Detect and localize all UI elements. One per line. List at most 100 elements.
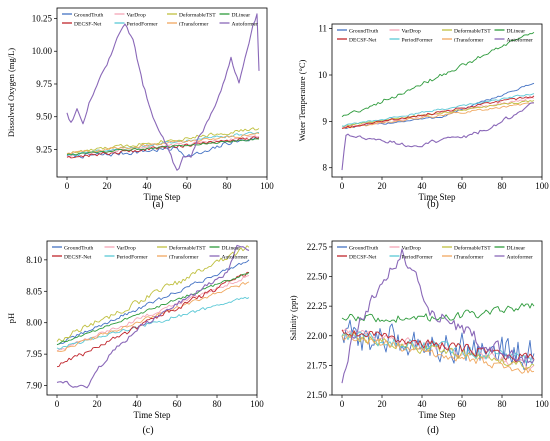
x-tick-label: 40 <box>133 399 143 409</box>
series-line-itransformer <box>56 281 250 352</box>
series-line-dlinear <box>341 303 535 323</box>
legend-label-autoformer: Autoformer <box>232 20 259 27</box>
legend-label-autoformer: Autoformer <box>507 36 534 43</box>
y-tick-label: 11 <box>318 24 327 34</box>
y-tick-label: 8.00 <box>26 318 42 328</box>
legend-label-deformabletst: DeformableTST <box>179 11 216 18</box>
legend-label-periodformer: PeriodFormer <box>117 254 148 260</box>
x-tick-label: 100 <box>535 399 549 409</box>
x-tick-label: 60 <box>173 399 183 409</box>
legend-label-deformabletst: DeformableTST <box>454 27 491 34</box>
y-axis-label: Salinity (ppt) <box>288 295 298 340</box>
y-axis-label: Water Temperature (°C) <box>297 59 307 141</box>
legend-label-groundtruth: GroundTruth <box>74 12 104 18</box>
plot-frame <box>46 240 258 396</box>
legend-label-autoformer: Autoformer <box>222 253 249 260</box>
legend-label-dlinear: DLinear <box>507 28 526 34</box>
legend-label-itransformer: iTransformer <box>169 253 198 260</box>
legend: GroundTruth VarDrop DeformableTST DLinear DE… <box>62 11 258 27</box>
series-line-itransformer <box>341 102 535 129</box>
x-tick-label: 0 <box>340 181 345 191</box>
plot-frame <box>56 7 268 178</box>
series-lines <box>66 13 260 171</box>
y-tick-label: 22.75 <box>307 242 328 252</box>
legend-label-dlinear: DLinear <box>507 245 526 251</box>
legend-label-decsf-net: DECSF-Net <box>74 21 102 27</box>
x-tick-label: 40 <box>143 181 153 191</box>
legend: GroundTruth VarDrop DeformableTST DLinear DE… <box>337 244 533 260</box>
y-tick-label: 21.75 <box>307 360 328 370</box>
x-tick-label: 0 <box>340 399 345 409</box>
x-tick-label: 100 <box>535 181 549 191</box>
x-tick-label: 80 <box>223 181 233 191</box>
legend-label-vardrop: VarDrop <box>402 245 421 251</box>
y-tick-label: 8 <box>323 163 328 173</box>
x-tick-label: 20 <box>103 181 113 191</box>
series-line-autoformer <box>341 248 535 384</box>
x-axis-label: Time Step <box>134 410 171 420</box>
x-axis-label: Time Step <box>419 410 456 420</box>
chart-panel-c: 0 20 40 60 80 100 7.90 7.95 8.00 8.05 8.10 Time Ste… <box>6 240 264 436</box>
chart-panel-a: 0 20 40 60 80 100 9.25 9.50 9.75 10.00 10.25 Time S… <box>6 7 274 210</box>
legend-label-autoformer: Autoformer <box>507 253 534 260</box>
x-tick-label: 60 <box>183 181 193 191</box>
x-tick-label: 80 <box>498 399 508 409</box>
x-tick-label: 80 <box>498 181 508 191</box>
series-line-groundtruth <box>56 259 250 346</box>
legend-label-vardrop: VarDrop <box>127 12 146 18</box>
y-tick-label: 8.10 <box>26 255 42 265</box>
series-line-autoformer <box>56 244 250 389</box>
x-tick-label: 100 <box>250 399 264 409</box>
legend-label-periodformer: PeriodFormer <box>402 254 433 260</box>
panel-label: (c) <box>142 425 153 436</box>
series-line-dlinear <box>341 31 535 118</box>
x-tick-label: 0 <box>65 181 70 191</box>
chart-panel-d: 0 20 40 60 80 100 21.50 21.75 22.00 22.25 22.50 22.… <box>288 240 549 436</box>
series-lines <box>341 248 535 384</box>
y-tick-label: 9.25 <box>36 144 52 154</box>
legend-label-periodformer: PeriodFormer <box>127 21 158 27</box>
legend-label-deformabletst: DeformableTST <box>454 244 491 251</box>
x-tick-label: 60 <box>458 399 468 409</box>
y-tick-label: 10 <box>318 70 328 80</box>
legend-label-decsf-net: DECSF-Net <box>64 254 92 260</box>
series-line-autoformer <box>341 102 535 171</box>
legend-label-groundtruth: GroundTruth <box>349 28 379 34</box>
legend-label-decsf-net: DECSF-Net <box>349 254 377 260</box>
y-tick-label: 21.50 <box>307 390 328 400</box>
plot-frame <box>331 240 543 396</box>
y-tick-label: 9 <box>323 116 328 126</box>
legend-label-dlinear: DLinear <box>232 12 251 18</box>
series-line-itransformer <box>66 132 260 155</box>
legend: GroundTruth VarDrop DeformableTST DLinear DE… <box>52 244 248 260</box>
x-tick-label: 60 <box>458 181 468 191</box>
y-tick-label: 22.50 <box>307 272 328 282</box>
legend-label-deformabletst: DeformableTST <box>169 244 206 251</box>
x-tick-label: 100 <box>260 181 274 191</box>
legend-label-decsf-net: DECSF-Net <box>349 37 377 43</box>
series-line-deformabletst <box>56 245 250 342</box>
panel-label: (a) <box>152 199 163 210</box>
legend-label-groundtruth: GroundTruth <box>349 245 379 251</box>
series-line-periodformer <box>341 93 535 127</box>
x-axis-label: Time Step <box>419 192 456 202</box>
series-line-vardrop <box>56 275 250 352</box>
y-tick-label: 10.25 <box>32 13 53 23</box>
x-tick-label: 20 <box>93 399 103 409</box>
x-tick-label: 0 <box>55 399 60 409</box>
legend-label-itransformer: iTransformer <box>179 20 208 27</box>
y-tick-label: 7.90 <box>26 381 42 391</box>
y-tick-label: 9.50 <box>36 112 52 122</box>
y-tick-label: 8.05 <box>26 286 42 296</box>
y-tick-label: 22.00 <box>307 331 328 341</box>
x-tick-label: 40 <box>418 399 428 409</box>
series-line-itransformer <box>341 335 535 374</box>
series-lines <box>341 31 535 171</box>
x-tick-label: 40 <box>418 181 428 191</box>
y-tick-label: 7.95 <box>26 349 42 359</box>
series-line-periodformer <box>56 296 250 350</box>
x-axis-label: Time Step <box>144 192 181 202</box>
series-line-deformabletst <box>341 100 535 128</box>
legend-label-itransformer: iTransformer <box>454 253 483 260</box>
